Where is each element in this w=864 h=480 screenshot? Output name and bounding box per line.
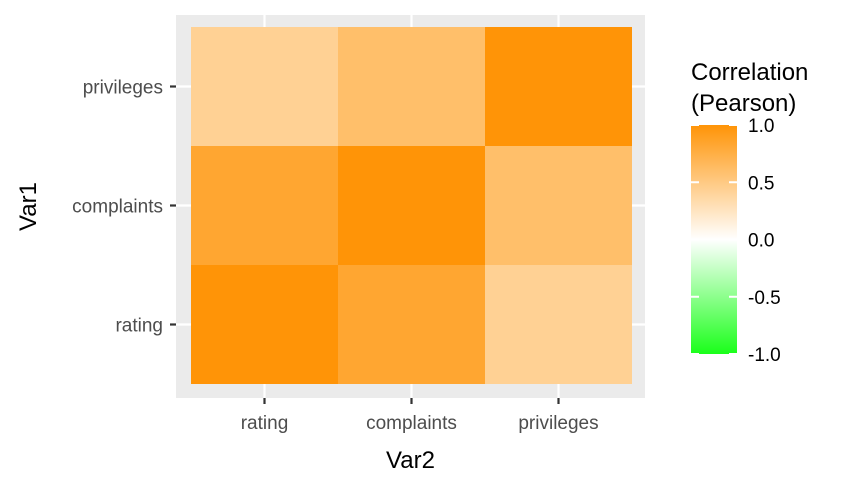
legend-break-label: -1.0 <box>748 345 781 366</box>
legend-title-line-1: Correlation <box>691 59 808 86</box>
legend-break-label: 1.0 <box>748 116 774 137</box>
legend-break-label: -0.5 <box>748 288 781 309</box>
y-axis: rating complaints privileges <box>72 78 176 337</box>
x-tick-label: rating <box>241 413 289 434</box>
heatmap-cell-rating-privileges <box>485 265 632 384</box>
heatmap-cell-complaints-rating <box>191 146 338 265</box>
x-tick-label: complaints <box>366 413 457 434</box>
heatmap-cell-rating-rating <box>191 265 338 384</box>
legend-break-label: 0.0 <box>748 231 774 252</box>
heatmap-cells <box>191 27 632 384</box>
heatmap-cell-privileges-complaints <box>338 27 485 146</box>
legend-ticks: 1.0 0.5 0.0 -0.5 -1.0 <box>691 116 781 366</box>
heatmap-cell-complaints-complaints <box>338 146 485 265</box>
heatmap-cell-privileges-privileges <box>485 27 632 146</box>
y-tick-label: complaints <box>72 197 163 218</box>
heatmap-cell-privileges-rating <box>191 27 338 146</box>
x-axis: rating complaints privileges <box>241 398 599 434</box>
legend-break-label: 0.5 <box>748 173 774 194</box>
x-tick-label: privileges <box>518 413 598 434</box>
heatmap-cell-rating-complaints <box>338 265 485 384</box>
y-tick-label: privileges <box>83 78 163 99</box>
y-axis-title: Var1 <box>15 182 42 231</box>
heatmap-cell-complaints-privileges <box>485 146 632 265</box>
color-legend: Correlation (Pearson) 1.0 0.5 0.0 -0.5 -1.0 <box>691 59 808 366</box>
legend-title-line-2: (Pearson) <box>691 90 796 117</box>
x-axis-title: Var2 <box>386 447 435 474</box>
y-tick-label: rating <box>115 316 163 337</box>
